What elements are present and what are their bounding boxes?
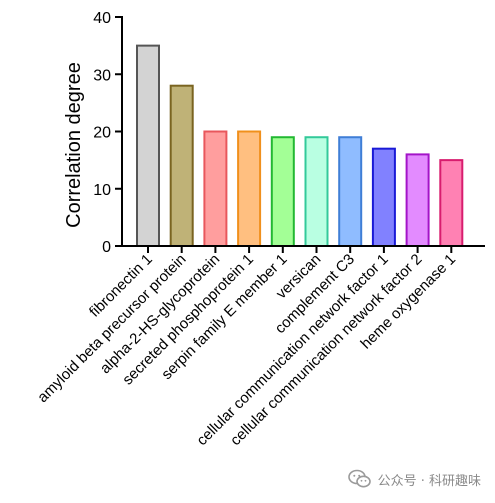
bar-7 — [338, 136, 363, 248]
bar-8 — [371, 147, 396, 247]
bar-2 — [169, 84, 194, 247]
y-tick-label: 40 — [93, 10, 111, 27]
bar-9 — [405, 153, 430, 247]
watermark: 公众号 · 科研趣味 — [347, 469, 481, 489]
y-axis-title: Correlation degree — [63, 62, 85, 228]
y-tick-label: 10 — [93, 182, 111, 199]
wechat-icon — [347, 469, 371, 488]
bar-5 — [270, 136, 295, 248]
bar-6 — [304, 136, 329, 248]
bar-3 — [203, 130, 228, 247]
bar-10 — [439, 159, 464, 247]
y-tick-label: 0 — [102, 239, 111, 256]
bar-4 — [237, 130, 262, 247]
watermark-text: 公众号 · 科研趣味 — [377, 473, 481, 489]
y-tick-label: 30 — [93, 67, 111, 84]
bar-1 — [136, 44, 160, 247]
y-tick-label: 20 — [93, 125, 111, 142]
